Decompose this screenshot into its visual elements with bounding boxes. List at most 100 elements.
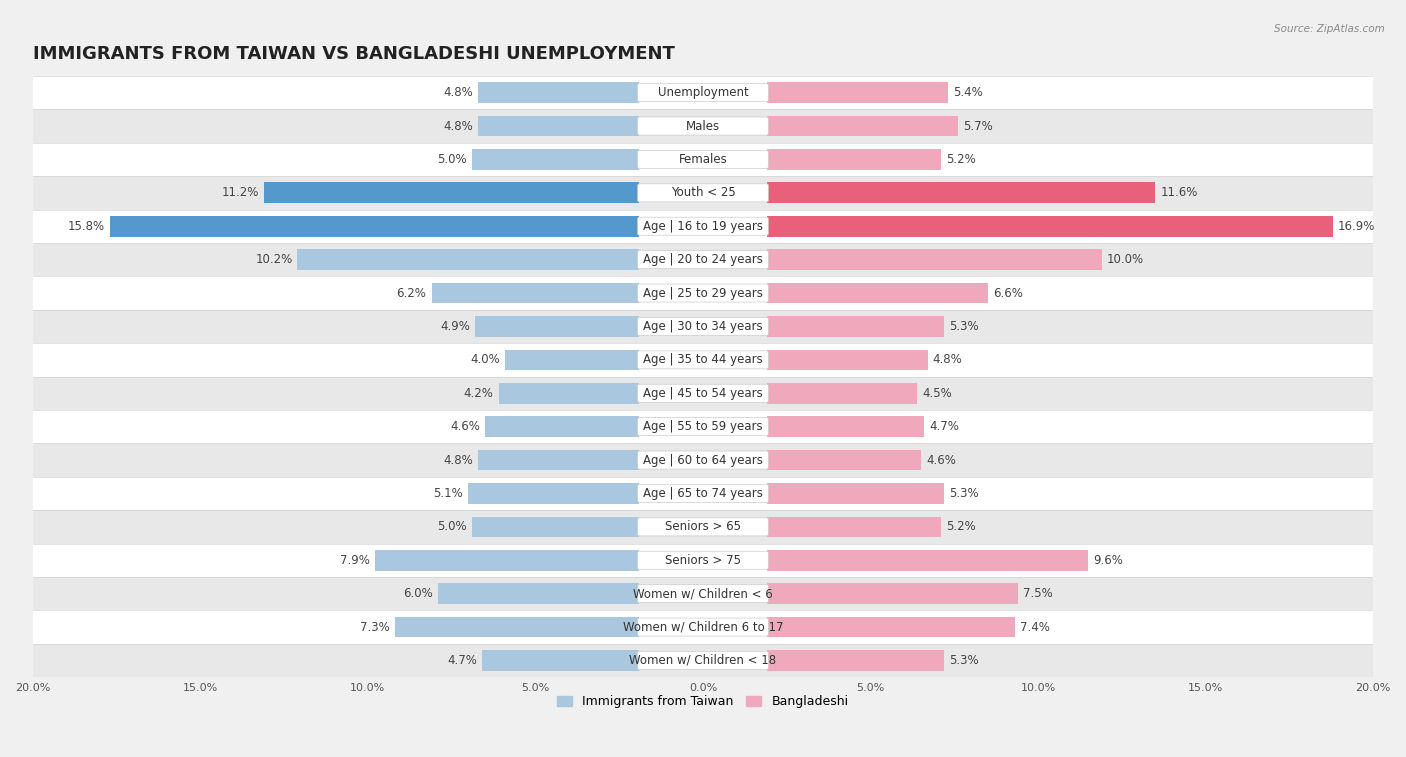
FancyBboxPatch shape [638, 117, 768, 135]
Bar [766, 483, 945, 504]
Bar [395, 617, 640, 637]
Bar [32, 243, 1374, 276]
Bar [766, 383, 918, 403]
Text: Age | 30 to 34 years: Age | 30 to 34 years [643, 320, 763, 333]
FancyBboxPatch shape [638, 251, 768, 269]
FancyBboxPatch shape [638, 217, 768, 235]
Text: 4.8%: 4.8% [444, 86, 474, 99]
Text: 4.8%: 4.8% [444, 453, 474, 466]
Bar [766, 249, 1102, 270]
Text: Males: Males [686, 120, 720, 132]
Bar [766, 617, 1015, 637]
Text: IMMIGRANTS FROM TAIWAN VS BANGLADESHI UNEMPLOYMENT: IMMIGRANTS FROM TAIWAN VS BANGLADESHI UN… [32, 45, 675, 64]
Bar [432, 282, 640, 304]
Bar [475, 316, 640, 337]
Bar [478, 450, 640, 470]
Text: 4.8%: 4.8% [444, 120, 474, 132]
Text: 4.7%: 4.7% [447, 654, 477, 667]
Bar [32, 510, 1374, 544]
Bar [499, 383, 640, 403]
Text: 10.0%: 10.0% [1107, 253, 1144, 266]
Text: Age | 60 to 64 years: Age | 60 to 64 years [643, 453, 763, 466]
Bar [766, 316, 945, 337]
Bar [766, 650, 945, 671]
Text: 7.5%: 7.5% [1024, 587, 1053, 600]
Text: Seniors > 75: Seniors > 75 [665, 554, 741, 567]
Bar [298, 249, 640, 270]
Text: Age | 16 to 19 years: Age | 16 to 19 years [643, 220, 763, 232]
Bar [32, 376, 1374, 410]
Bar [478, 116, 640, 136]
Text: 5.3%: 5.3% [949, 654, 979, 667]
Bar [32, 76, 1374, 109]
Text: Age | 35 to 44 years: Age | 35 to 44 years [643, 354, 763, 366]
Text: Source: ZipAtlas.com: Source: ZipAtlas.com [1274, 24, 1385, 34]
Bar [264, 182, 640, 203]
Text: 16.9%: 16.9% [1339, 220, 1375, 232]
Bar [32, 310, 1374, 343]
Bar [32, 544, 1374, 577]
FancyBboxPatch shape [638, 385, 768, 402]
FancyBboxPatch shape [638, 317, 768, 335]
Bar [439, 584, 640, 604]
FancyBboxPatch shape [638, 518, 768, 536]
FancyBboxPatch shape [638, 418, 768, 436]
Bar [472, 149, 640, 170]
Bar [32, 210, 1374, 243]
Text: 5.4%: 5.4% [953, 86, 983, 99]
Text: 5.3%: 5.3% [949, 487, 979, 500]
Bar [110, 216, 640, 237]
Text: 5.2%: 5.2% [946, 153, 976, 166]
Bar [32, 610, 1374, 643]
Text: 5.0%: 5.0% [437, 520, 467, 534]
Bar [374, 550, 640, 571]
Bar [478, 83, 640, 103]
Text: 5.3%: 5.3% [949, 320, 979, 333]
Text: 11.2%: 11.2% [222, 186, 259, 199]
Bar [32, 477, 1374, 510]
FancyBboxPatch shape [638, 151, 768, 169]
Text: Age | 20 to 24 years: Age | 20 to 24 years [643, 253, 763, 266]
Bar [32, 444, 1374, 477]
Text: 7.9%: 7.9% [340, 554, 370, 567]
Bar [766, 282, 988, 304]
Bar [766, 416, 924, 437]
Bar [766, 216, 1333, 237]
Bar [32, 643, 1374, 678]
Text: Women w/ Children 6 to 17: Women w/ Children 6 to 17 [623, 621, 783, 634]
Bar [468, 483, 640, 504]
Bar [32, 343, 1374, 376]
Bar [766, 550, 1088, 571]
Text: 4.2%: 4.2% [464, 387, 494, 400]
FancyBboxPatch shape [638, 484, 768, 503]
Bar [32, 577, 1374, 610]
Text: 7.3%: 7.3% [360, 621, 389, 634]
Bar [766, 450, 921, 470]
Text: Seniors > 65: Seniors > 65 [665, 520, 741, 534]
Text: Age | 25 to 29 years: Age | 25 to 29 years [643, 287, 763, 300]
Bar [472, 516, 640, 537]
FancyBboxPatch shape [638, 350, 768, 369]
Text: 4.0%: 4.0% [471, 354, 501, 366]
Text: 5.1%: 5.1% [433, 487, 464, 500]
Text: 9.6%: 9.6% [1094, 554, 1123, 567]
FancyBboxPatch shape [638, 584, 768, 603]
Bar [32, 143, 1374, 176]
Text: 4.8%: 4.8% [932, 354, 962, 366]
Bar [505, 350, 640, 370]
Text: 6.0%: 6.0% [404, 587, 433, 600]
Text: 4.6%: 4.6% [927, 453, 956, 466]
Text: 4.7%: 4.7% [929, 420, 959, 433]
Text: Youth < 25: Youth < 25 [671, 186, 735, 199]
Bar [766, 584, 1018, 604]
Text: 6.2%: 6.2% [396, 287, 426, 300]
Bar [32, 176, 1374, 210]
Text: Females: Females [679, 153, 727, 166]
Text: Age | 45 to 54 years: Age | 45 to 54 years [643, 387, 763, 400]
Legend: Immigrants from Taiwan, Bangladeshi: Immigrants from Taiwan, Bangladeshi [553, 690, 853, 713]
Text: 5.2%: 5.2% [946, 520, 976, 534]
FancyBboxPatch shape [638, 618, 768, 636]
Bar [482, 650, 640, 671]
Text: 7.4%: 7.4% [1019, 621, 1050, 634]
Bar [766, 149, 941, 170]
